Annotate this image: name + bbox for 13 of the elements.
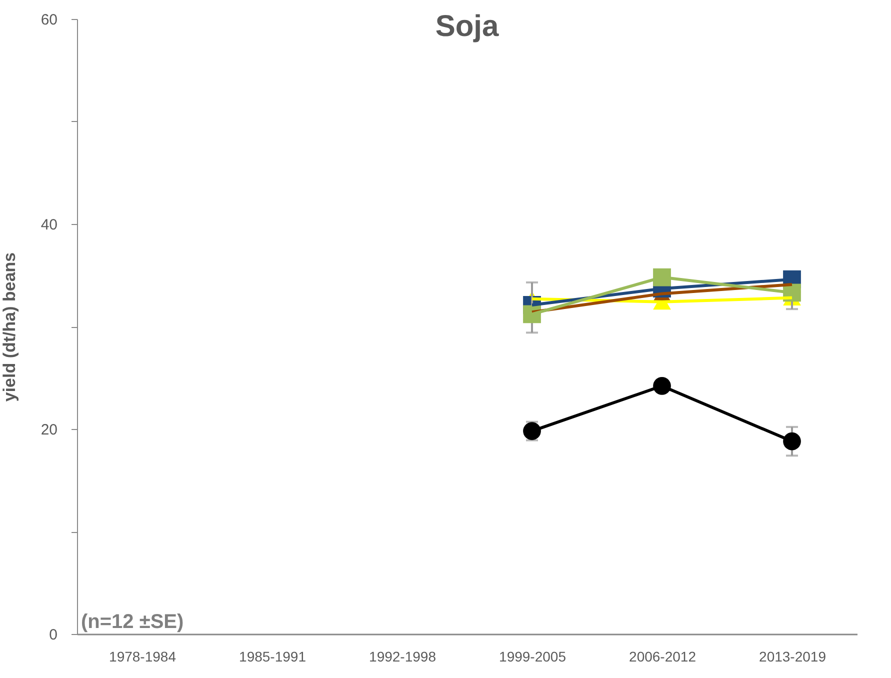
y-tick-label: 40 — [40, 216, 58, 234]
x-tick-label: 2006-2012 — [629, 648, 696, 664]
y-axis-title: yield (dt/ha) beans — [0, 252, 19, 402]
x-tick-label: 2013-2019 — [759, 648, 826, 664]
x-tick-label: 1978-1984 — [109, 648, 176, 664]
y-tick-label: 0 — [49, 626, 58, 644]
x-tick-label: 1999-2005 — [499, 648, 566, 664]
chart-title: Soja — [435, 10, 499, 43]
x-tick-label: 1992-1998 — [369, 648, 436, 664]
y-tick-label: 60 — [40, 12, 58, 28]
x-tick-label: 1985-1991 — [239, 648, 306, 664]
annotation: (n=12 ±SE) — [81, 611, 184, 633]
y-tick-label: 20 — [40, 422, 58, 438]
